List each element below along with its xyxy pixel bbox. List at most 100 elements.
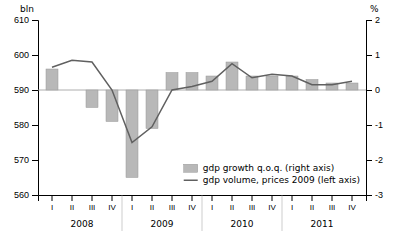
group-label: 2010 [231, 219, 254, 229]
tick-label: -3 [375, 190, 383, 200]
tick-label: I [291, 203, 293, 212]
bar [146, 90, 158, 129]
tick-label: II [70, 203, 74, 212]
tick-label: II [230, 203, 234, 212]
tick: IV [268, 195, 276, 212]
axis-line [367, 21, 373, 196]
tick-label: IV [188, 203, 196, 212]
tick-mark [72, 195, 73, 201]
tick: II [150, 195, 154, 212]
tick-label: 1 [375, 50, 380, 60]
tick: 570 [14, 155, 38, 165]
tick: IV [348, 195, 356, 212]
tick: III [329, 195, 336, 212]
group-label: 2009 [151, 219, 174, 229]
tick-mark [192, 195, 193, 201]
tick-label: 600 [14, 50, 29, 60]
tick: -1 [366, 120, 383, 130]
bar [86, 90, 98, 108]
tick: III [89, 195, 96, 212]
tick-mark [366, 125, 372, 126]
group-separator [122, 195, 123, 231]
line [52, 60, 352, 142]
tick-label: I [131, 203, 133, 212]
tick-mark [366, 90, 372, 91]
tick: IV [108, 195, 116, 212]
tick-mark [272, 195, 273, 201]
legend-label: gdp growth q.o.q. (right axis) [203, 163, 334, 173]
tick-label: 560 [14, 190, 29, 200]
tick: -2 [366, 155, 383, 165]
y-axis: 560 570 580 590 600 610 [14, 15, 39, 200]
tick-label: -2 [375, 155, 383, 165]
legend-label: gdp volume, prices 2009 (left axis) [203, 175, 360, 185]
tick-mark [32, 125, 38, 126]
tick-label: I [51, 203, 53, 212]
tick-label: 2 [375, 15, 380, 25]
tick-label: IV [108, 203, 116, 212]
tick-mark [366, 55, 372, 56]
tick-mark [352, 195, 353, 201]
tick-label: I [211, 203, 213, 212]
bar [106, 90, 118, 122]
plot-area: 560570580590600610-3-2-1012IIIIIIIVIIIII… [14, 4, 383, 231]
group-label: 2011 [311, 219, 334, 229]
chart: 560570580590600610-3-2-1012IIIIIIIVIIIII… [0, 0, 400, 239]
tick-mark [32, 55, 38, 56]
tick-label: 610 [14, 15, 29, 25]
tick: 600 [14, 50, 38, 60]
bar [46, 69, 58, 90]
tick-label: 590 [14, 85, 29, 95]
legend: gdp growth q.o.q. (right axis) gdp volume… [184, 163, 360, 185]
marks [38, 60, 366, 177]
tick: III [249, 195, 256, 212]
bar [346, 83, 358, 90]
legend-item: gdp volume, prices 2009 (left axis) [184, 175, 360, 185]
tick-mark [32, 195, 38, 196]
tick-mark [32, 160, 38, 161]
tick: I [291, 195, 293, 212]
tick: II [310, 195, 314, 212]
group-separator [282, 195, 283, 231]
tick: 2 [366, 15, 380, 25]
group-separator [202, 195, 203, 231]
tick: I [131, 195, 133, 212]
tick-label: 580 [14, 120, 29, 130]
tick-mark [132, 195, 133, 201]
legend-item: gdp growth q.o.q. (right axis) [184, 163, 334, 173]
tick-mark [112, 195, 113, 201]
bar [166, 73, 178, 91]
tick: 580 [14, 120, 38, 130]
bar [126, 90, 138, 178]
tick-label: II [310, 203, 314, 212]
group-label: 2008 [71, 219, 94, 229]
tick-mark [366, 20, 372, 21]
tick-label: III [169, 203, 176, 212]
tick-mark [152, 195, 153, 201]
tick: IV [188, 195, 196, 212]
axis-line [39, 196, 367, 202]
tick-mark [312, 195, 313, 201]
tick-label: II [150, 203, 154, 212]
x-axis: IIIIIIIVIIIIIIIVIIIIIIIVIIIIIIIV [39, 195, 367, 212]
tick-label: III [89, 203, 96, 212]
tick-mark [292, 195, 293, 201]
tick: -3 [366, 190, 383, 200]
legend-swatch [184, 164, 198, 172]
y2-axis: -3-2-1012 [366, 15, 383, 200]
tick-mark [366, 160, 372, 161]
tick-label: III [249, 203, 256, 212]
tick: II [230, 195, 234, 212]
legend-swatch [184, 180, 198, 182]
tick-mark [252, 195, 253, 201]
tick: I [51, 195, 53, 212]
tick: 560 [14, 190, 38, 200]
tick: 1 [366, 50, 380, 60]
tick-mark [52, 195, 53, 201]
tick-mark [232, 195, 233, 201]
tick-mark [172, 195, 173, 201]
tick-mark [32, 90, 38, 91]
tick: I [211, 195, 213, 212]
tick: II [70, 195, 74, 212]
y-axis-label: bln [20, 4, 34, 14]
